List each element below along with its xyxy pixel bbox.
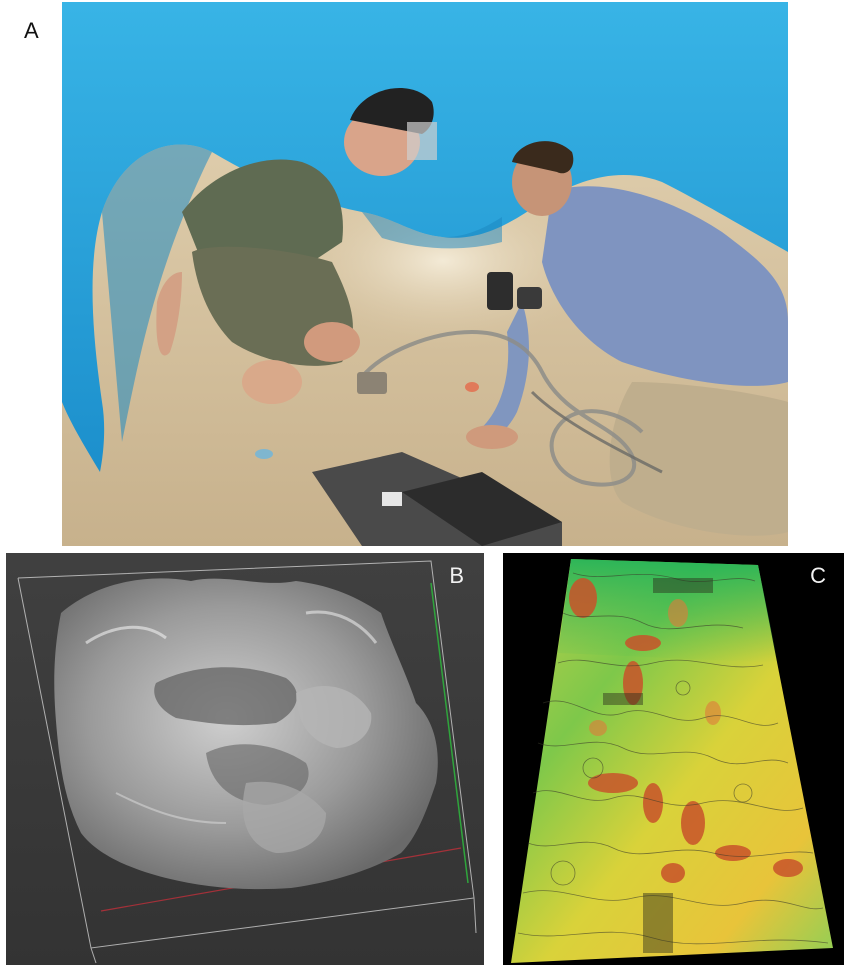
mesh-render [6,553,484,965]
researcher-right [466,141,788,536]
panel-a-label: A [24,18,39,43]
researcher-left [156,88,437,404]
laptop [312,452,562,546]
contour-map-panel: C [503,553,844,965]
panel-c-label: C [810,563,826,588]
blue-tarp [62,2,788,472]
field-scanning-photo [62,2,788,546]
mesh-render-panel: B [6,553,484,965]
panel-b-label: B [449,563,464,588]
photo-scene [62,2,788,546]
surface-mesh [54,578,438,890]
contour-map [503,553,844,965]
